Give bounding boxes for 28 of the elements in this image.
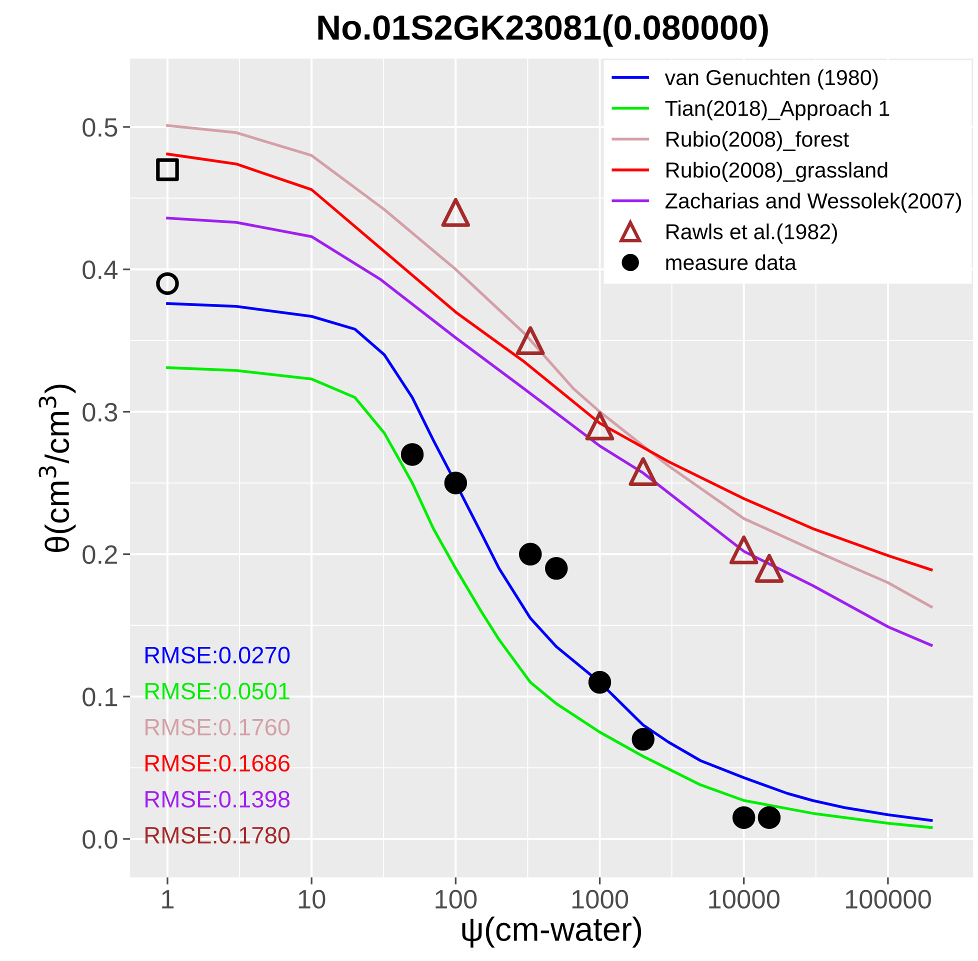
y-tick-label: 0.1 xyxy=(82,688,117,706)
x-tick-label: 10000 xyxy=(709,890,780,909)
x-axis-title: ψ(cm-water) xyxy=(462,916,642,948)
legend-label: Zacharias and Wessolek(2007) xyxy=(665,192,962,213)
legend-label: Rubio(2008)_forest xyxy=(666,131,849,152)
legend-label: Rubio(2008)_grassland xyxy=(666,162,888,182)
x-tick-label: 100000 xyxy=(846,890,931,909)
y-tick-label: 0.0 xyxy=(82,830,118,849)
annotation: RMSE:0.0270 xyxy=(146,646,290,664)
x-tick-label: 100 xyxy=(436,890,477,909)
y-tick-label: 0.4 xyxy=(82,260,118,280)
annotation: RMSE:0.1398 xyxy=(146,790,290,808)
y-axis-title: θ(cm$^{3}$/cm$^{3}$) xyxy=(38,384,76,552)
chart-title: No.01S2GK23081(0.080000) xyxy=(318,14,768,47)
y-tick-label: 0.3 xyxy=(82,402,118,422)
annotation: RMSE:0.1760 xyxy=(146,718,290,736)
x-tick-label: 1000 xyxy=(572,890,628,909)
legend-label: measure data xyxy=(666,254,796,270)
x-tick-label: 10 xyxy=(298,890,326,909)
y-tick-label: 0.5 xyxy=(82,118,118,137)
annotation: RMSE:0.0501 xyxy=(146,682,290,700)
y-tick-label: 0.2 xyxy=(82,545,117,564)
legend-label: Rawls et al.(1982) xyxy=(666,224,837,244)
x-tick-label: 1 xyxy=(162,890,174,908)
legend-label: van Genuchten (1980) xyxy=(664,69,878,90)
annotation: RMSE:0.1686 xyxy=(146,754,290,772)
legend-label: Tian(2018)_Approach 1 xyxy=(665,100,890,120)
annotation: RMSE:0.1780 xyxy=(146,826,290,844)
